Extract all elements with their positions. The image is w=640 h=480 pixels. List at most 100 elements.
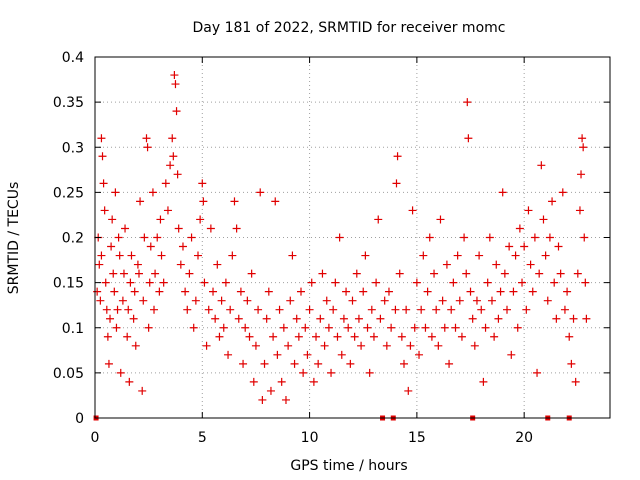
data-point — [524, 206, 533, 215]
data-point — [123, 332, 132, 341]
data-point — [142, 134, 151, 143]
data-point — [115, 251, 124, 260]
y-tick-label: 0.1 — [62, 321, 84, 337]
data-point — [354, 314, 363, 323]
data-point — [404, 386, 413, 395]
data-point — [301, 323, 310, 332]
data-point — [97, 251, 106, 260]
data-point — [447, 305, 456, 314]
data-point — [432, 305, 441, 314]
data-point — [194, 251, 202, 260]
data-point — [239, 359, 248, 368]
data-point — [481, 323, 490, 332]
data-point — [498, 188, 507, 197]
data-point — [191, 296, 200, 305]
data-point — [457, 332, 466, 341]
data-point — [185, 269, 194, 278]
data-point — [140, 233, 149, 242]
data-point — [395, 269, 404, 278]
data-point — [470, 341, 479, 350]
data-point — [344, 323, 353, 332]
data-point — [178, 242, 187, 251]
data-point — [189, 323, 198, 332]
data-point — [174, 224, 183, 233]
data-point — [156, 215, 165, 224]
data-point — [460, 233, 469, 242]
data-point — [421, 323, 430, 332]
y-tick-label: 0.25 — [53, 185, 84, 201]
data-point — [96, 296, 105, 305]
data-point — [202, 341, 211, 350]
data-point — [387, 323, 396, 332]
data-point — [520, 242, 529, 251]
data-point — [143, 143, 152, 152]
data-point — [558, 188, 567, 197]
data-point — [410, 323, 419, 332]
data-point — [249, 377, 258, 386]
data-point — [148, 188, 157, 197]
data-point — [234, 314, 243, 323]
data-point — [144, 323, 153, 332]
data-point — [104, 359, 113, 368]
data-point — [392, 179, 401, 188]
data-point — [505, 242, 514, 251]
data-point — [116, 368, 125, 377]
data-point — [533, 368, 542, 377]
x-tick-label: 10 — [301, 430, 319, 446]
data-point — [213, 260, 222, 269]
data-point — [526, 260, 535, 269]
data-point — [329, 305, 338, 314]
data-point — [256, 188, 265, 197]
x-tick-label: 5 — [198, 430, 207, 446]
data-point — [254, 305, 263, 314]
data-point — [455, 296, 464, 305]
data-point — [346, 359, 355, 368]
data-point — [297, 287, 305, 296]
data-point — [412, 278, 421, 287]
data-point — [374, 215, 383, 224]
data-point — [110, 287, 119, 296]
data-point — [563, 287, 572, 296]
data-point — [119, 269, 128, 278]
x-tick-label: 15 — [408, 430, 426, 446]
data-point — [271, 197, 280, 206]
data-point — [545, 233, 554, 242]
data-point — [196, 215, 205, 224]
data-point — [121, 224, 130, 233]
data-point — [299, 368, 308, 377]
data-point — [417, 305, 426, 314]
data-point — [352, 269, 361, 278]
data-point — [579, 143, 588, 152]
data-point — [575, 206, 584, 215]
data-point — [500, 269, 509, 278]
data-point — [219, 323, 228, 332]
data-point — [372, 278, 381, 287]
data-point — [176, 260, 185, 269]
data-point — [464, 134, 473, 143]
data-point — [565, 332, 574, 341]
data-point — [281, 395, 290, 404]
data-point — [380, 296, 389, 305]
data-point — [155, 287, 164, 296]
data-point — [569, 314, 578, 323]
data-point — [496, 287, 505, 296]
data-point — [348, 296, 357, 305]
data-point — [99, 179, 108, 188]
data-point — [172, 107, 181, 116]
data-point — [145, 278, 154, 287]
data-point — [322, 296, 331, 305]
data-point — [236, 287, 245, 296]
data-point — [554, 242, 563, 251]
y-tick-label: 0.35 — [53, 95, 84, 111]
data-point — [361, 251, 370, 260]
y-tick-label: 0.2 — [62, 231, 84, 247]
data-point — [112, 323, 121, 332]
data-point — [286, 296, 295, 305]
data-point — [485, 233, 494, 242]
data-point — [181, 287, 190, 296]
data-point — [209, 287, 218, 296]
data-point — [163, 206, 172, 215]
y-tick-label: 0.05 — [53, 366, 84, 382]
y-axis-title: SRMTID / TECUs — [6, 182, 22, 295]
data-point — [95, 260, 104, 269]
